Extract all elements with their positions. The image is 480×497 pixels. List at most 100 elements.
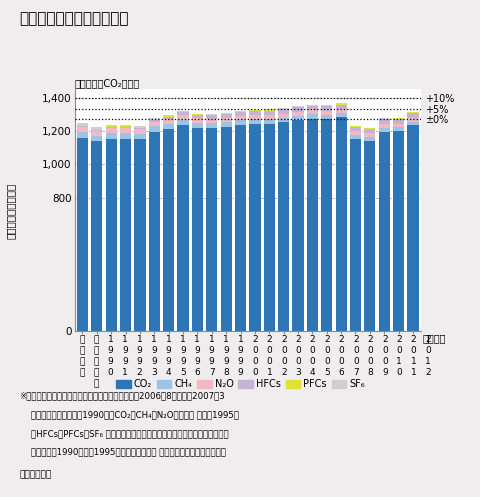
Text: 9: 9 <box>180 346 185 355</box>
Text: 0: 0 <box>324 357 329 366</box>
Text: 0: 0 <box>396 346 401 355</box>
Bar <box>277 118 288 122</box>
Text: 5: 5 <box>324 368 329 377</box>
Text: 報告される1990年値、1995年値は算定方法の 変更等により変更されうる。: 報告される1990年値、1995年値は算定方法の 変更等により変更されうる。 <box>31 448 226 457</box>
Bar <box>306 114 317 119</box>
Bar <box>220 114 231 118</box>
Text: 0: 0 <box>309 346 315 355</box>
Bar <box>378 118 389 119</box>
Text: 9: 9 <box>237 357 243 366</box>
Text: 1: 1 <box>410 357 416 366</box>
Text: 0: 0 <box>410 346 416 355</box>
Bar <box>234 116 246 120</box>
Text: 9: 9 <box>381 368 387 377</box>
Text: 0: 0 <box>266 357 272 366</box>
Bar <box>277 108 288 109</box>
Bar <box>120 127 131 128</box>
Text: 5: 5 <box>180 368 185 377</box>
Text: 1: 1 <box>122 335 128 344</box>
Bar <box>177 112 188 115</box>
Bar <box>234 110 246 111</box>
Bar <box>292 107 303 111</box>
Bar <box>120 126 131 127</box>
Bar <box>249 111 260 115</box>
Text: 2: 2 <box>367 335 372 344</box>
Text: 1: 1 <box>223 335 228 344</box>
Bar <box>234 120 246 125</box>
Bar <box>363 129 375 133</box>
Text: ※京都議定書の基準年の値は、「割当量報告書」（2006年8月提出、2007年3: ※京都議定書の基準年の値は、「割当量報告書」（2006年8月提出、2007年3 <box>19 391 225 400</box>
Text: 9: 9 <box>122 346 128 355</box>
Bar <box>335 104 346 109</box>
Bar <box>249 119 260 124</box>
Text: 0: 0 <box>367 346 372 355</box>
Bar <box>349 135 360 139</box>
Bar <box>321 105 332 106</box>
Bar <box>206 119 217 123</box>
Text: 9: 9 <box>108 357 113 366</box>
Bar <box>77 125 88 126</box>
Text: 4: 4 <box>309 368 315 377</box>
Text: 9: 9 <box>223 357 228 366</box>
Bar <box>206 123 217 128</box>
Text: 1: 1 <box>266 368 272 377</box>
Bar <box>249 110 260 111</box>
Bar <box>335 103 346 104</box>
Bar <box>349 126 360 127</box>
Text: 0: 0 <box>367 357 372 366</box>
Bar <box>106 133 117 139</box>
Text: のHFCs、PFCs、SF₆ の排出量であり、変更されることはない。一方、毎年: のHFCs、PFCs、SF₆ の排出量であり、変更されることはない。一方、毎年 <box>31 429 228 438</box>
Bar <box>392 131 403 331</box>
Bar <box>120 125 131 126</box>
Bar <box>292 106 303 107</box>
Text: 9: 9 <box>223 346 228 355</box>
Bar <box>349 127 360 131</box>
Bar <box>77 132 88 138</box>
Bar <box>249 115 260 119</box>
Text: 1: 1 <box>165 335 171 344</box>
Bar <box>91 127 102 129</box>
Text: 7: 7 <box>208 368 214 377</box>
Bar <box>192 118 203 123</box>
Text: 2: 2 <box>295 335 300 344</box>
Bar <box>277 109 288 113</box>
Bar <box>263 119 274 124</box>
Bar <box>220 113 231 114</box>
Text: 9: 9 <box>208 346 214 355</box>
Text: 9: 9 <box>180 357 185 366</box>
Bar <box>148 118 159 119</box>
Text: 0: 0 <box>396 368 401 377</box>
Bar <box>91 130 102 131</box>
Bar <box>177 111 188 112</box>
Bar <box>91 131 102 136</box>
Bar <box>378 119 389 124</box>
Text: 1: 1 <box>122 368 128 377</box>
Text: 温室効果ガス排出量: 温室効果ガス排出量 <box>6 183 15 240</box>
Text: 1: 1 <box>410 368 416 377</box>
Bar <box>363 141 375 331</box>
Text: 9: 9 <box>165 346 171 355</box>
Text: 9: 9 <box>165 357 171 366</box>
Bar <box>321 119 332 331</box>
Bar <box>134 127 145 128</box>
Bar <box>163 117 174 119</box>
Bar <box>392 124 403 127</box>
Bar <box>292 116 303 120</box>
Bar <box>392 119 403 124</box>
Text: 9: 9 <box>136 346 142 355</box>
Bar <box>148 126 159 132</box>
Text: 1: 1 <box>237 335 243 344</box>
Text: 0: 0 <box>338 357 344 366</box>
Bar <box>407 122 418 125</box>
Bar <box>77 126 88 127</box>
Text: 基: 基 <box>79 346 84 355</box>
Text: 2: 2 <box>381 335 387 344</box>
Text: 0: 0 <box>252 346 257 355</box>
Bar <box>91 129 102 130</box>
Text: 2: 2 <box>136 368 142 377</box>
Bar <box>77 127 88 132</box>
Bar <box>363 137 375 141</box>
Bar <box>363 133 375 137</box>
Text: 0: 0 <box>352 357 358 366</box>
Text: 6: 6 <box>338 368 344 377</box>
